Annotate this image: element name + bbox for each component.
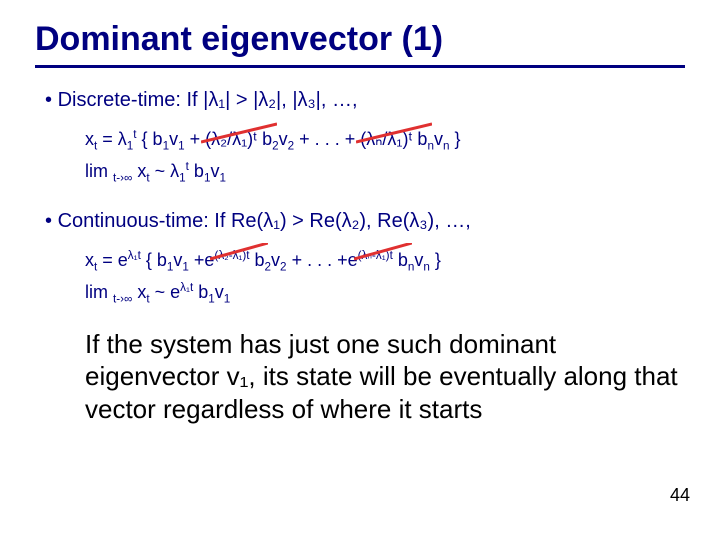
- eq-continuous: xt = eλ₁t { b1v1 +e(λ₂-λ₁)t b2v2 + . . .…: [85, 245, 685, 310]
- strike-term-4: (λₙ-λ₁)t: [358, 245, 393, 276]
- eq-discrete: xt = λ1t { b1v1 + (λ₂/λ₁)ᵗ b2v2 + . . . …: [85, 124, 685, 189]
- eq-discrete-line1: xt = λ1t { b1v1 + (λ₂/λ₁)ᵗ b2v2 + . . . …: [85, 124, 685, 156]
- strike-term-3: (λ₂-λ₁)t: [214, 245, 249, 276]
- strike-term-2: (λₙ/λ₁)ᵗ: [360, 124, 412, 155]
- strike-term-1: (λ₂/λ₁)ᵗ: [205, 124, 257, 155]
- title-rule: [35, 65, 685, 68]
- eq-continuous-line2: lim t-›∞ xt ~ eλ₁t b1v1: [85, 277, 685, 309]
- page-number: 44: [670, 485, 690, 506]
- eq-discrete-line2: lim t-›∞ xt ~ λ1t b1v1: [85, 156, 685, 188]
- slide-title: Dominant eigenvector (1): [35, 20, 685, 59]
- bullet-discrete: Discrete-time: If |λ₁| > |λ₂|, |λ₃|, …,: [45, 86, 685, 114]
- bullet-continuous: Continuous-time: If Re(λ₁) > Re(λ₂), Re(…: [45, 207, 685, 235]
- eq-continuous-line1: xt = eλ₁t { b1v1 +e(λ₂-λ₁)t b2v2 + . . .…: [85, 245, 685, 277]
- conclusion-text: If the system has just one such dominant…: [85, 328, 685, 426]
